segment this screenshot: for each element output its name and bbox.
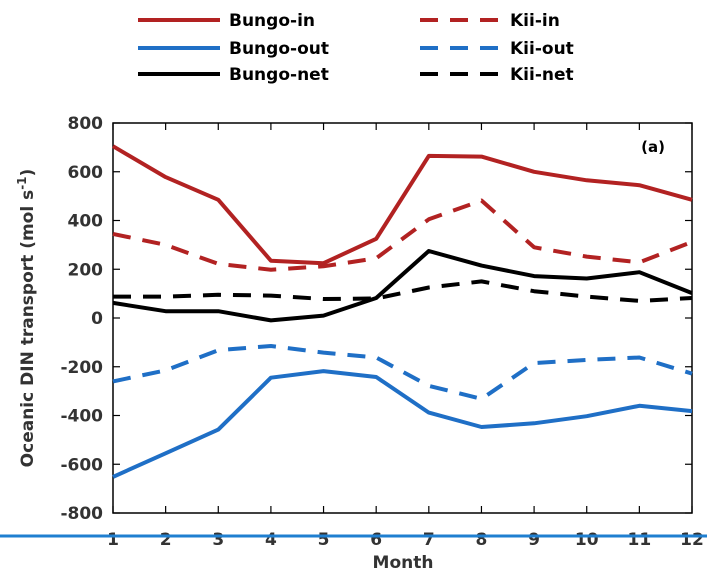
y-axis-title: Oceanic DIN transport (mol s-1) xyxy=(15,169,38,468)
panel-label: (a) xyxy=(641,138,665,156)
legend-label: Bungo-in xyxy=(229,11,315,31)
legend-item-bungo-out: Bungo-out xyxy=(138,39,329,59)
y-tick-label: 600 xyxy=(68,163,104,183)
series-line-kii-net xyxy=(113,279,693,303)
legend-item-kii-out: Kii-out xyxy=(420,39,574,59)
chart-legend: Bungo-in Bungo-out Bungo-net Kii-in Kii-out K… xyxy=(138,11,574,85)
legend-label: Kii-out xyxy=(510,39,574,59)
x-tick-label: 12 xyxy=(680,530,704,550)
y-axis-title-tail: ) xyxy=(18,169,38,177)
x-tick-label: 11 xyxy=(628,530,652,550)
y-tick-label: -400 xyxy=(60,407,103,427)
y-tick-label: 400 xyxy=(68,212,104,232)
x-axis-title: Month xyxy=(373,553,434,573)
y-tick-label: 0 xyxy=(91,309,103,329)
y-tick-label: -200 xyxy=(60,358,103,378)
x-tick-label: 10 xyxy=(575,530,599,550)
legend-label: Bungo-out xyxy=(229,39,329,59)
x-tick-label: 4 xyxy=(265,530,277,550)
series-line-kii-in xyxy=(112,198,693,272)
y-tick-label: -600 xyxy=(60,455,103,475)
y-tick-label: 800 xyxy=(68,114,104,134)
legend-label: Kii-in xyxy=(510,11,560,31)
x-tick-label: 5 xyxy=(318,530,330,550)
y-axis: 800 600 400 200 0 -200 -400 -600 -800 xyxy=(60,114,692,524)
legend-label: Bungo-net xyxy=(229,65,329,85)
legend-item-kii-in: Kii-in xyxy=(420,11,560,31)
series-line-bungo-net xyxy=(112,249,693,323)
series-layer xyxy=(111,144,693,479)
y-axis-title-main: Oceanic DIN transport (mol s xyxy=(18,190,38,468)
legend-item-bungo-in: Bungo-in xyxy=(138,11,315,31)
series-line-bungo-out xyxy=(112,369,693,479)
x-tick-label: 6 xyxy=(370,530,382,550)
y-tick-label: 200 xyxy=(68,260,104,280)
x-tick-label: 1 xyxy=(107,530,119,550)
x-tick-label: 9 xyxy=(528,530,540,550)
x-tick-label: 2 xyxy=(160,530,172,550)
series-line-bungo-in xyxy=(111,144,693,266)
series-line-kii-out xyxy=(112,344,693,401)
x-tick-label: 3 xyxy=(212,530,224,550)
legend-item-bungo-net: Bungo-net xyxy=(138,65,329,85)
x-tick-label: 8 xyxy=(476,530,488,550)
y-tick-label: -800 xyxy=(60,504,103,524)
y-axis-title-superscript: -1 xyxy=(15,176,29,189)
x-axis: 1 2 3 4 5 6 7 8 9 10 11 12 xyxy=(107,123,704,550)
legend-label: Kii-net xyxy=(510,65,574,85)
x-tick-label: 7 xyxy=(423,530,435,550)
legend-item-kii-net: Kii-net xyxy=(420,65,574,85)
